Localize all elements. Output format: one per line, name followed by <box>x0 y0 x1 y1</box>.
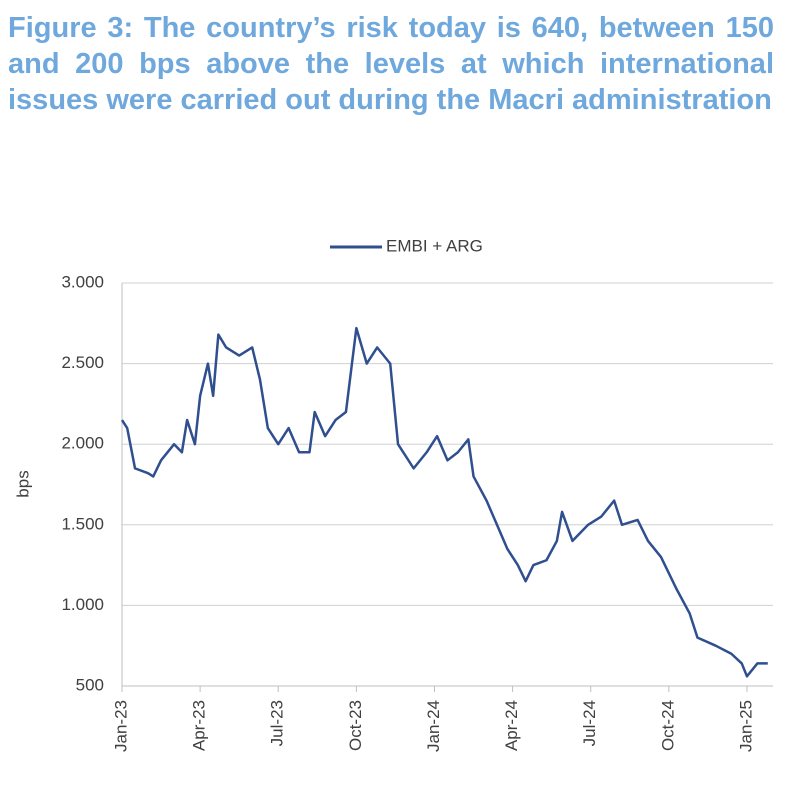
x-tick-label: Jan-24 <box>424 700 443 752</box>
y-tick-label: 1.000 <box>61 595 104 614</box>
x-tick-label: Jul-24 <box>580 700 599 746</box>
x-tick-label: Oct-23 <box>346 700 365 751</box>
x-tick-label: Apr-23 <box>190 700 209 751</box>
y-tick-label: 2.000 <box>61 434 104 453</box>
x-tick-label: Oct-24 <box>658 700 677 751</box>
y-tick-label: 500 <box>76 675 104 694</box>
legend-label: EMBI + ARG <box>386 236 483 255</box>
line-series <box>120 326 768 678</box>
chart-title: Figure 3: The country’s risk today is 64… <box>8 12 774 116</box>
x-tick-label: Jan-23 <box>111 700 130 752</box>
y-tick-label: 1.500 <box>61 514 104 533</box>
y-axis-label: bps <box>13 470 32 497</box>
x-tick-label: Jul-23 <box>268 700 287 746</box>
x-tick-label: Apr-24 <box>502 700 521 751</box>
x-tick-label: Jan-25 <box>736 700 755 752</box>
y-tick-label: 2.500 <box>61 353 104 372</box>
y-tick-label: 3.000 <box>61 272 104 291</box>
